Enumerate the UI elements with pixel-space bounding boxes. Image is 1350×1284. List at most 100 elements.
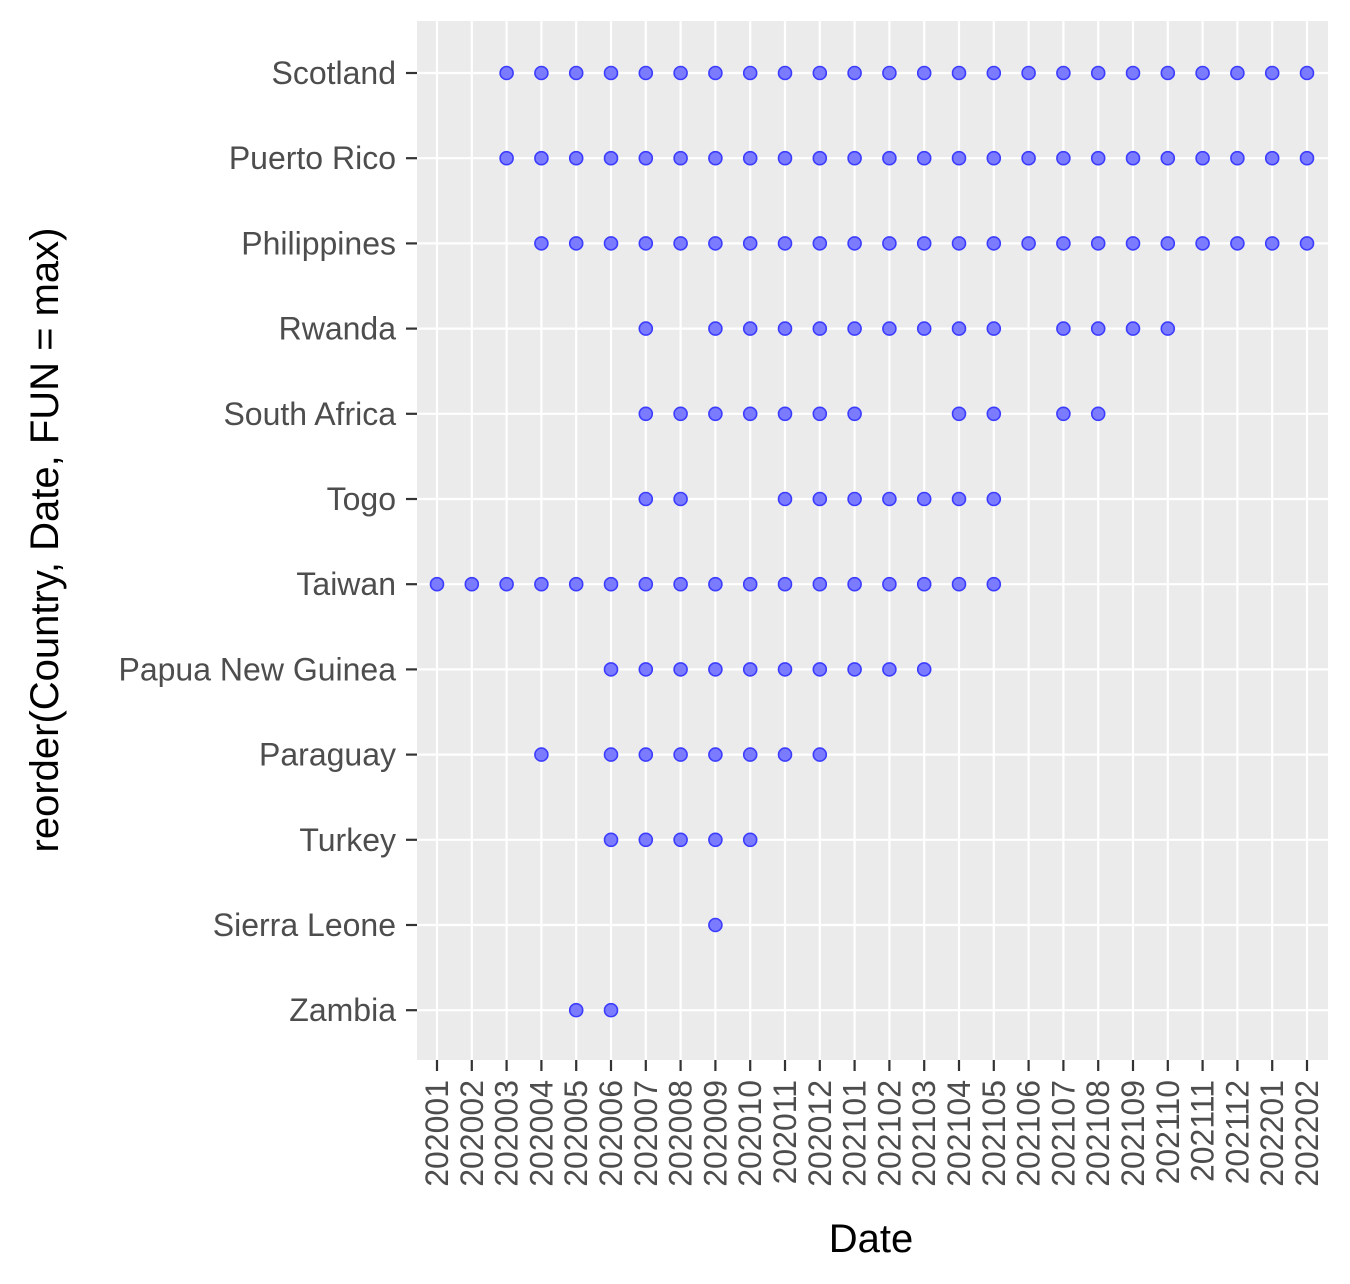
x-tick-label: 202110 xyxy=(1150,1080,1186,1184)
data-point xyxy=(1264,65,1280,81)
y-axis-title: reorder(Country, Date, FUN = max) xyxy=(23,228,67,853)
x-tick-label: 202012 xyxy=(802,1080,838,1187)
data-point xyxy=(1056,65,1071,81)
data-point xyxy=(742,406,758,422)
data-point xyxy=(986,236,1002,251)
data-point xyxy=(1195,150,1210,166)
data-point xyxy=(708,662,723,677)
data-point xyxy=(638,491,654,507)
data-point xyxy=(638,321,654,336)
data-point xyxy=(951,65,967,81)
data-point xyxy=(951,150,967,166)
data-point xyxy=(986,491,1002,507)
x-tick-label: 202202 xyxy=(1289,1080,1325,1187)
x-tick-label: 202003 xyxy=(489,1080,525,1187)
x-tick-label: 202011 xyxy=(767,1080,803,1184)
data-point xyxy=(1021,65,1036,81)
data-point xyxy=(568,65,584,81)
data-point xyxy=(1230,150,1245,166)
x-tick-label: 202010 xyxy=(732,1080,768,1187)
data-point xyxy=(638,747,654,762)
x-axis-title: Date xyxy=(829,1217,914,1261)
data-point xyxy=(882,491,897,507)
data-point xyxy=(1056,321,1071,336)
data-point xyxy=(708,321,723,336)
data-point xyxy=(1125,321,1141,336)
data-point xyxy=(916,576,932,592)
data-point xyxy=(429,576,445,592)
y-tick-label: Togo xyxy=(327,481,396,517)
axis-ticks xyxy=(406,71,1309,1071)
data-point xyxy=(812,150,828,166)
data-point xyxy=(986,406,1002,422)
data-points xyxy=(429,65,1315,1018)
data-point xyxy=(1090,150,1106,166)
data-point xyxy=(1125,150,1141,166)
data-point xyxy=(1090,65,1106,81)
data-point xyxy=(673,150,688,166)
y-tick-label: Puerto Rico xyxy=(229,140,396,176)
data-point xyxy=(603,65,619,81)
data-point xyxy=(673,406,688,422)
data-point xyxy=(986,321,1002,336)
data-point xyxy=(708,747,723,762)
data-point xyxy=(847,662,862,677)
data-point xyxy=(534,150,549,166)
data-point xyxy=(951,406,967,422)
y-tick-label: Scotland xyxy=(271,55,396,91)
data-point xyxy=(951,576,967,592)
y-tick-label: Zambia xyxy=(289,992,396,1028)
data-point xyxy=(742,150,758,166)
x-tick-label: 202104 xyxy=(941,1080,977,1187)
x-tick-label: 202108 xyxy=(1080,1080,1116,1187)
x-tick-label: 202103 xyxy=(906,1080,942,1187)
y-tick-labels: Scotland Puerto Rico Philippines Rwanda Sout… xyxy=(118,55,396,1028)
data-point xyxy=(499,65,514,81)
data-point xyxy=(1090,406,1106,422)
data-point xyxy=(847,406,862,422)
x-tick-label: 202201 xyxy=(1254,1080,1290,1187)
data-point xyxy=(673,832,688,848)
x-tick-labels: 2020012020022020032020042020052020062020… xyxy=(419,1080,1325,1187)
data-point xyxy=(882,576,897,592)
data-point xyxy=(638,406,654,422)
data-point xyxy=(708,917,723,933)
x-tick-label: 202006 xyxy=(593,1080,629,1187)
data-point xyxy=(708,150,723,166)
data-point xyxy=(673,491,688,507)
data-point xyxy=(777,747,793,762)
y-tick-label: Turkey xyxy=(299,822,396,858)
data-point xyxy=(777,321,793,336)
x-tick-label: 202107 xyxy=(1045,1080,1081,1187)
x-tick-label: 202001 xyxy=(419,1080,455,1187)
data-point xyxy=(847,150,862,166)
data-point xyxy=(603,662,619,677)
x-tick-label: 202102 xyxy=(871,1080,907,1187)
data-point xyxy=(708,65,723,81)
data-point xyxy=(499,576,514,592)
data-point xyxy=(777,576,793,592)
data-point xyxy=(951,491,967,507)
y-tick-label: Rwanda xyxy=(279,311,397,347)
data-point xyxy=(534,65,549,81)
y-tick-label: South Africa xyxy=(223,396,396,432)
data-point xyxy=(1195,65,1210,81)
x-tick-label: 202106 xyxy=(1011,1080,1047,1187)
data-point xyxy=(986,65,1002,81)
data-point xyxy=(1090,236,1106,251)
data-point xyxy=(951,321,967,336)
data-point xyxy=(1090,321,1106,336)
x-tick-label: 202109 xyxy=(1115,1080,1151,1187)
data-point xyxy=(742,236,758,251)
grid-lines xyxy=(417,21,1328,1060)
y-tick-label: Philippines xyxy=(241,225,396,261)
data-point xyxy=(638,576,654,592)
y-tick-label: Taiwan xyxy=(296,566,396,602)
y-tick-label: Papua New Guinea xyxy=(118,651,396,687)
data-point xyxy=(916,65,932,81)
data-point xyxy=(1299,150,1315,166)
data-point xyxy=(1056,406,1071,422)
data-point xyxy=(1125,236,1141,251)
data-point xyxy=(916,491,932,507)
